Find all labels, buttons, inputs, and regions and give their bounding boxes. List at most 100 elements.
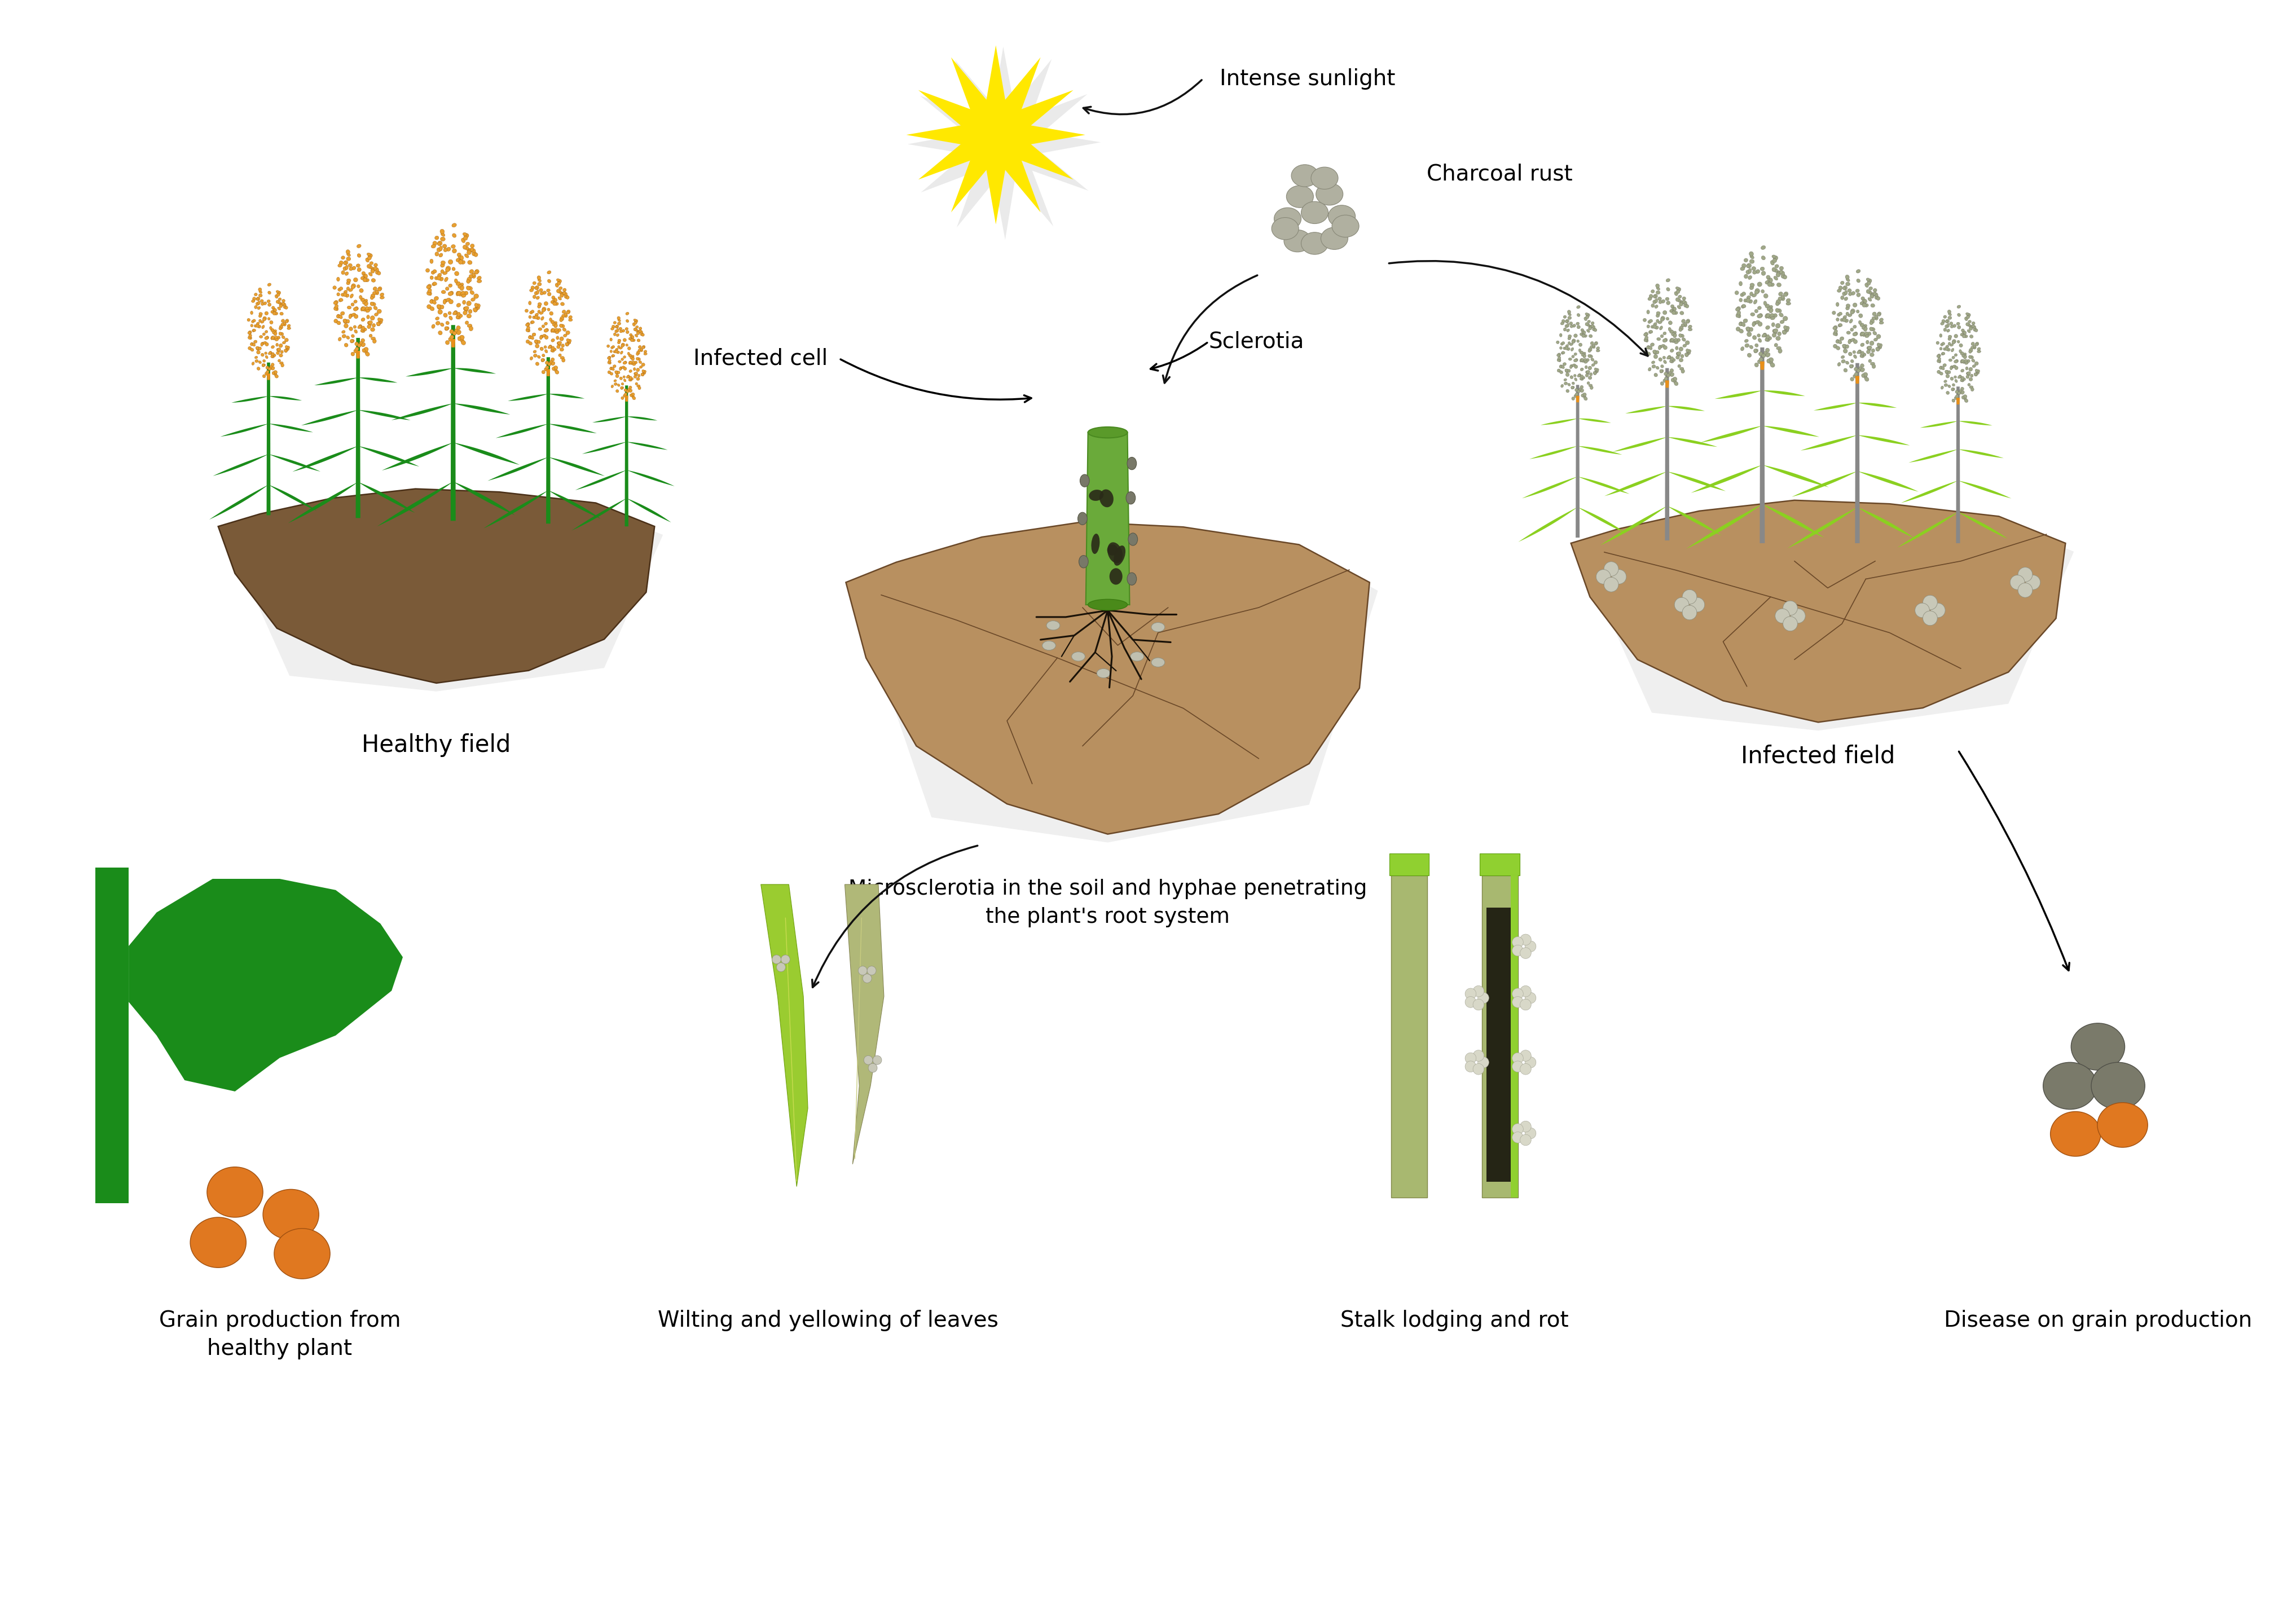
Ellipse shape bbox=[1845, 312, 1849, 315]
Ellipse shape bbox=[1573, 395, 1575, 398]
Ellipse shape bbox=[539, 292, 543, 296]
Ellipse shape bbox=[610, 367, 612, 370]
Ellipse shape bbox=[1756, 320, 1760, 323]
Ellipse shape bbox=[1573, 374, 1575, 377]
Polygon shape bbox=[1578, 419, 1610, 422]
Ellipse shape bbox=[632, 336, 635, 339]
Ellipse shape bbox=[441, 305, 443, 309]
Ellipse shape bbox=[354, 343, 358, 346]
Ellipse shape bbox=[1584, 317, 1587, 320]
Ellipse shape bbox=[539, 312, 543, 315]
Ellipse shape bbox=[441, 270, 443, 273]
Ellipse shape bbox=[1861, 333, 1865, 336]
Ellipse shape bbox=[1331, 214, 1358, 237]
Ellipse shape bbox=[525, 339, 530, 343]
Ellipse shape bbox=[1767, 283, 1772, 286]
Ellipse shape bbox=[274, 330, 276, 333]
Ellipse shape bbox=[635, 375, 637, 378]
Ellipse shape bbox=[475, 271, 477, 274]
Ellipse shape bbox=[1578, 388, 1582, 391]
Ellipse shape bbox=[1653, 300, 1655, 304]
Ellipse shape bbox=[537, 276, 541, 279]
Ellipse shape bbox=[1765, 281, 1769, 284]
Ellipse shape bbox=[473, 273, 475, 276]
Circle shape bbox=[1511, 989, 1523, 999]
Ellipse shape bbox=[468, 310, 473, 313]
Ellipse shape bbox=[1938, 359, 1941, 364]
Circle shape bbox=[1525, 1127, 1536, 1138]
Ellipse shape bbox=[352, 286, 354, 289]
Ellipse shape bbox=[441, 232, 445, 237]
Ellipse shape bbox=[1653, 374, 1657, 377]
Ellipse shape bbox=[1683, 322, 1687, 325]
Ellipse shape bbox=[568, 315, 573, 318]
Ellipse shape bbox=[1963, 395, 1966, 398]
Polygon shape bbox=[1762, 390, 1804, 396]
Polygon shape bbox=[1799, 435, 1856, 450]
Ellipse shape bbox=[1970, 322, 1975, 325]
Ellipse shape bbox=[543, 291, 546, 294]
Ellipse shape bbox=[368, 325, 370, 328]
Ellipse shape bbox=[1559, 346, 1562, 349]
Ellipse shape bbox=[468, 278, 473, 283]
Ellipse shape bbox=[532, 310, 534, 313]
Ellipse shape bbox=[1671, 377, 1676, 382]
Ellipse shape bbox=[1943, 348, 1945, 351]
Polygon shape bbox=[1578, 447, 1621, 455]
Ellipse shape bbox=[621, 357, 623, 361]
Ellipse shape bbox=[263, 318, 265, 322]
Ellipse shape bbox=[1945, 391, 1950, 395]
Ellipse shape bbox=[1838, 339, 1842, 344]
Ellipse shape bbox=[374, 266, 377, 270]
Polygon shape bbox=[1762, 503, 1824, 538]
Ellipse shape bbox=[1128, 458, 1137, 469]
Ellipse shape bbox=[450, 335, 454, 339]
Ellipse shape bbox=[1735, 291, 1737, 294]
Circle shape bbox=[858, 966, 868, 974]
Ellipse shape bbox=[1740, 346, 1744, 351]
Ellipse shape bbox=[1655, 291, 1660, 294]
Ellipse shape bbox=[345, 294, 349, 297]
Ellipse shape bbox=[623, 338, 626, 341]
Ellipse shape bbox=[1644, 338, 1646, 341]
Ellipse shape bbox=[1977, 348, 1979, 351]
Ellipse shape bbox=[352, 313, 356, 317]
Polygon shape bbox=[1760, 348, 1765, 542]
Ellipse shape bbox=[527, 315, 532, 318]
Ellipse shape bbox=[1973, 365, 1975, 367]
Ellipse shape bbox=[272, 338, 276, 339]
Polygon shape bbox=[292, 447, 358, 471]
Ellipse shape bbox=[1865, 377, 1867, 382]
Ellipse shape bbox=[1863, 331, 1867, 336]
Polygon shape bbox=[269, 455, 320, 471]
Ellipse shape bbox=[447, 312, 452, 315]
Ellipse shape bbox=[1669, 322, 1671, 325]
Ellipse shape bbox=[559, 291, 562, 294]
Ellipse shape bbox=[550, 318, 552, 322]
Ellipse shape bbox=[473, 252, 477, 257]
Ellipse shape bbox=[431, 300, 436, 304]
Ellipse shape bbox=[438, 278, 443, 281]
Ellipse shape bbox=[1776, 323, 1781, 328]
Ellipse shape bbox=[1758, 322, 1762, 326]
Ellipse shape bbox=[1687, 349, 1692, 352]
Ellipse shape bbox=[1671, 357, 1673, 361]
Ellipse shape bbox=[354, 307, 358, 310]
Ellipse shape bbox=[1685, 352, 1689, 357]
Polygon shape bbox=[546, 357, 550, 523]
Ellipse shape bbox=[361, 307, 365, 310]
Ellipse shape bbox=[445, 297, 450, 302]
Ellipse shape bbox=[352, 352, 354, 356]
Ellipse shape bbox=[1740, 294, 1744, 297]
Ellipse shape bbox=[436, 322, 441, 325]
Ellipse shape bbox=[352, 302, 354, 307]
Ellipse shape bbox=[1589, 326, 1591, 330]
Ellipse shape bbox=[1746, 263, 1751, 268]
Ellipse shape bbox=[1589, 325, 1591, 330]
Ellipse shape bbox=[276, 291, 279, 292]
Ellipse shape bbox=[338, 315, 342, 318]
Ellipse shape bbox=[1849, 338, 1854, 341]
Polygon shape bbox=[358, 409, 411, 421]
Ellipse shape bbox=[1671, 359, 1676, 362]
Circle shape bbox=[1774, 609, 1790, 624]
